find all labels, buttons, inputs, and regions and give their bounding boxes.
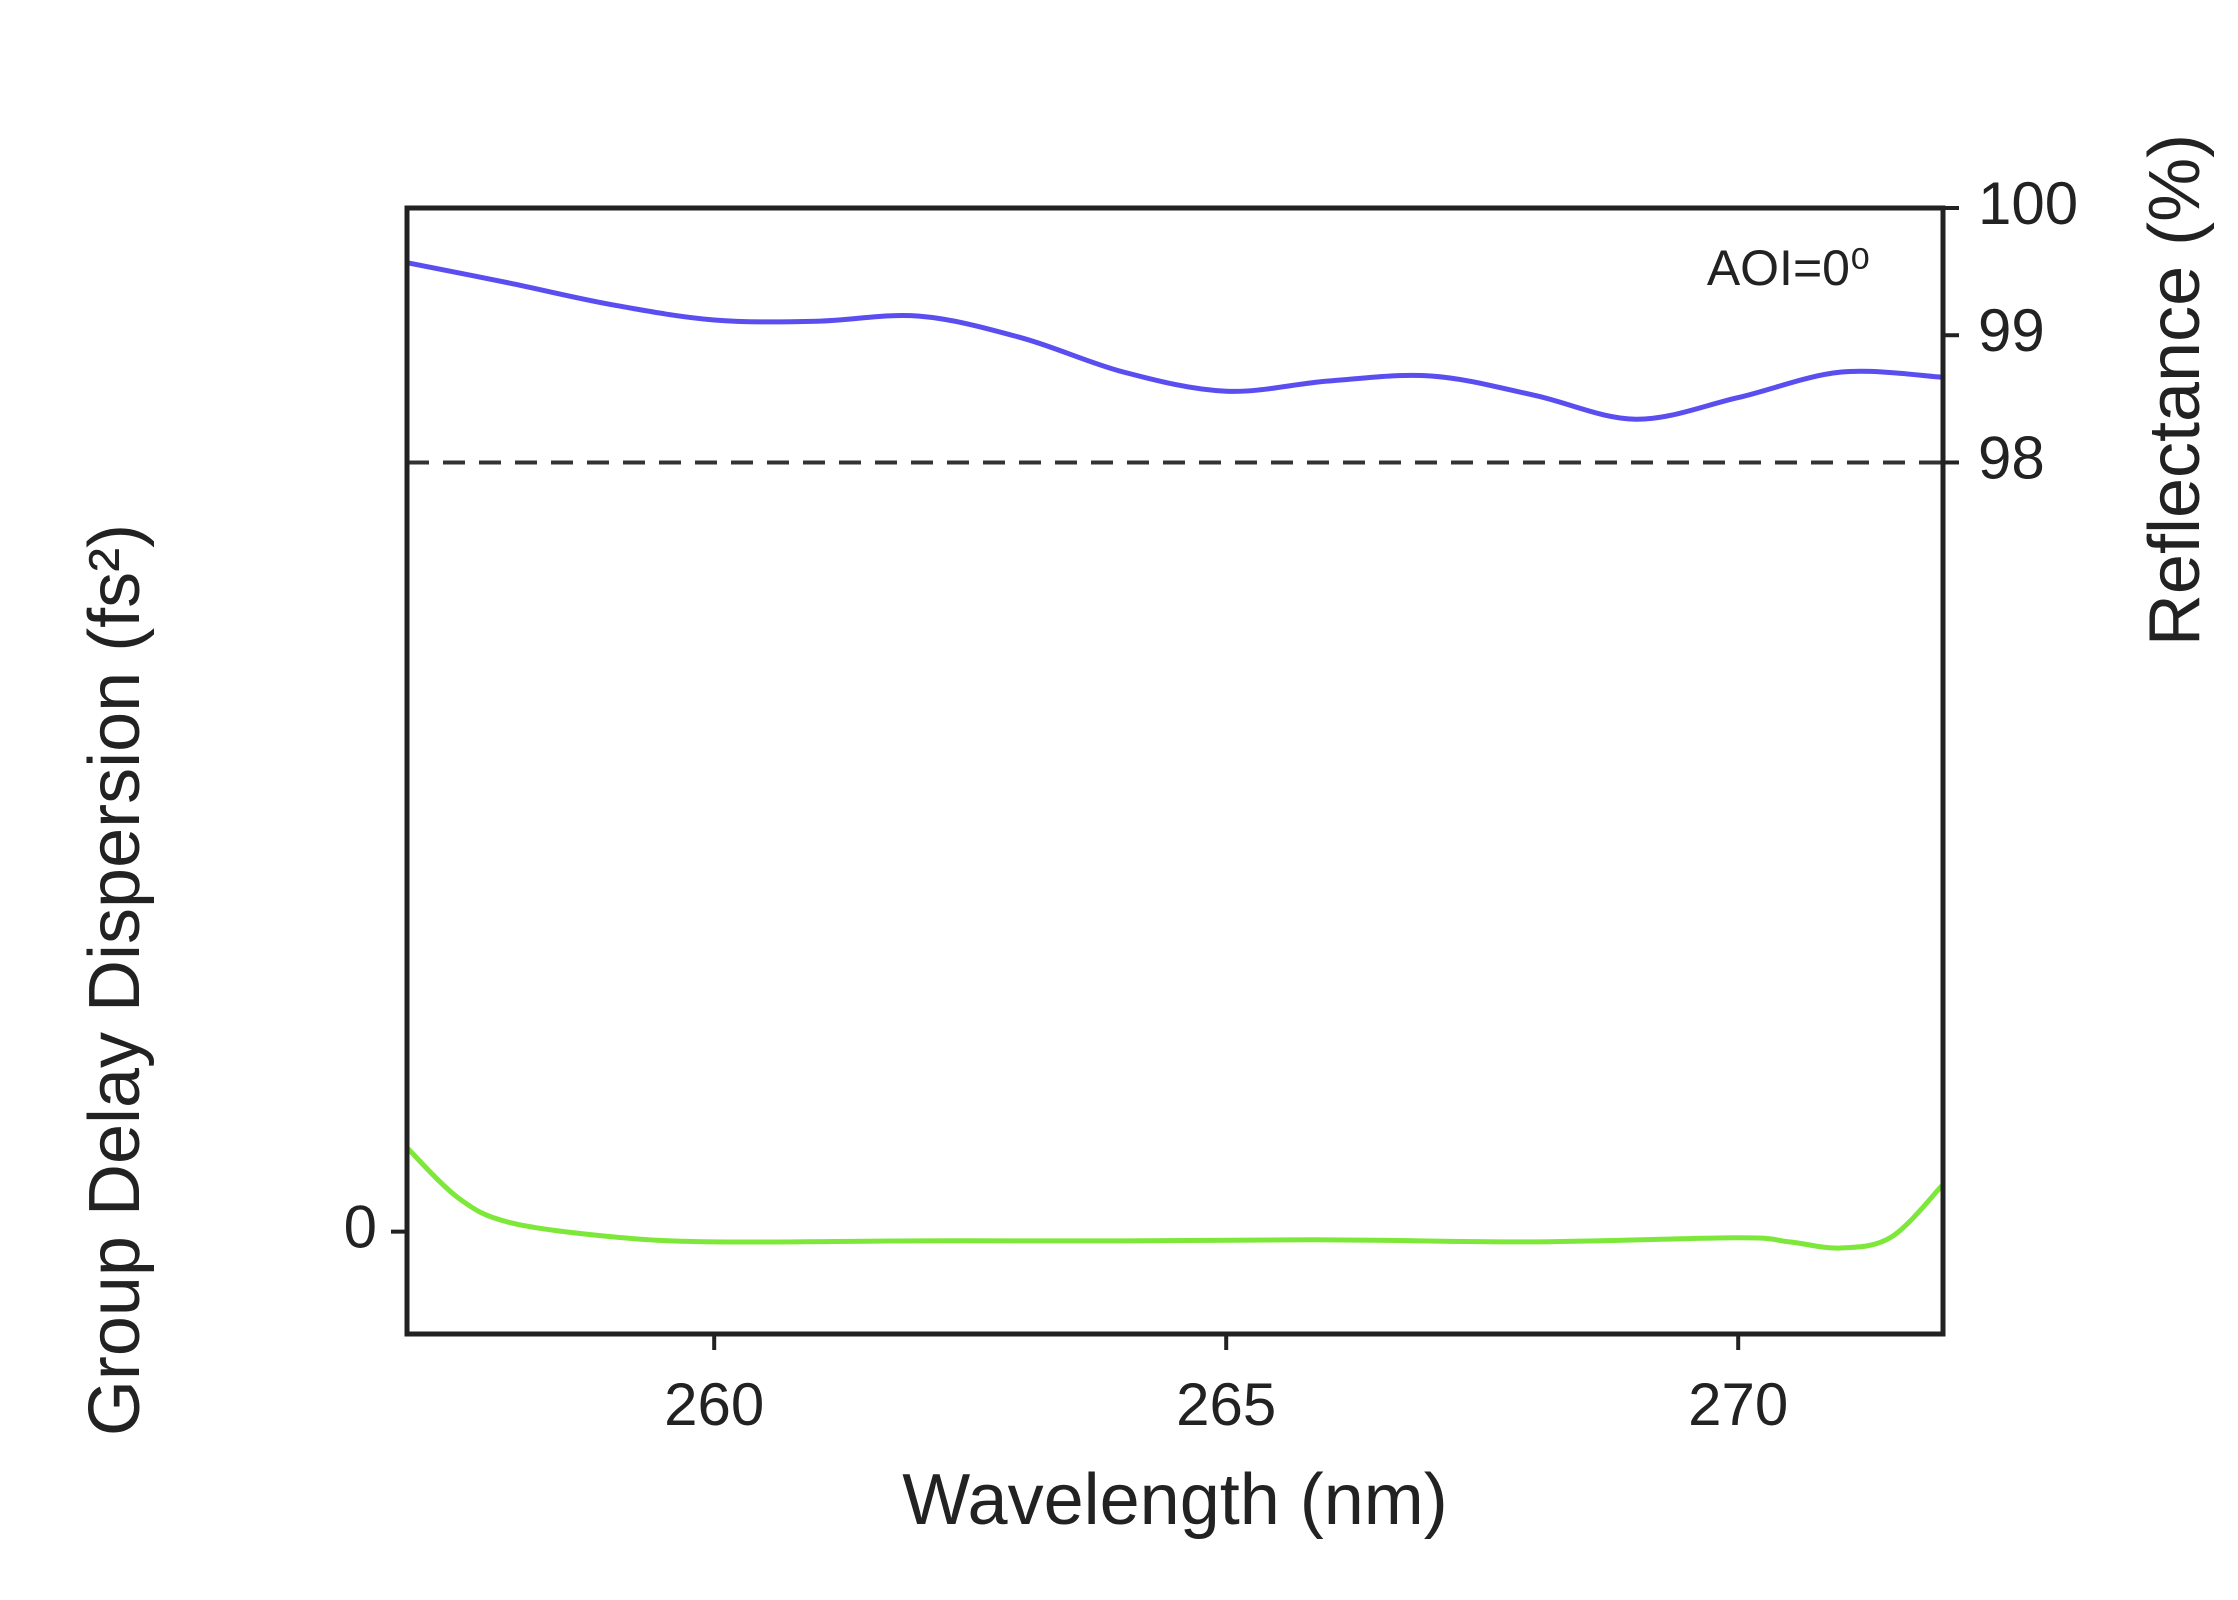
- y-tick-label: 0: [344, 1193, 377, 1260]
- x-tick-label: 265: [1176, 1371, 1276, 1438]
- y2-axis-label: Reflectance (%): [2135, 134, 2215, 646]
- y2-tick-label: 98: [1978, 424, 2045, 491]
- annotation: AOI=0⁰: [1707, 240, 1870, 296]
- series-line: [406, 260, 1944, 422]
- x-tick-label: 270: [1688, 1371, 1788, 1438]
- x-axis-label: Wavelength (nm): [902, 1460, 1448, 1540]
- x-tick-label: 260: [664, 1371, 764, 1438]
- y2-tick-label: 100: [1978, 170, 2078, 237]
- y2-tick-label: 99: [1978, 297, 2045, 364]
- y-axis-label: Group Delay Dispersion (fs²): [75, 524, 155, 1436]
- series-line: [405, 1145, 1945, 1251]
- plot-frame: [404, 205, 1946, 1337]
